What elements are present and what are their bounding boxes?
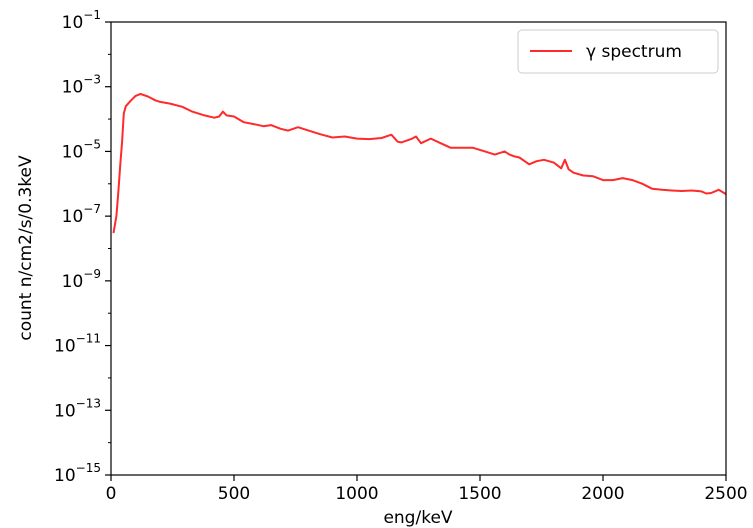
x-tick-label: 2500	[704, 484, 747, 504]
legend: γ spectrum	[517, 29, 719, 74]
y-tick-exponent: −3	[83, 73, 101, 87]
y-tick-base: 10	[62, 78, 84, 98]
y-tick-exponent: −15	[76, 461, 101, 475]
ticks-layer: 0 500 1000 1500 2000 250010−1510−1310−1110−91…	[54, 8, 748, 504]
x-tick-label: 1500	[458, 484, 501, 504]
y-tick-label: 10−1	[62, 8, 101, 33]
x-tick-label: 500	[218, 484, 250, 504]
x-tick-label: 2000	[581, 484, 624, 504]
legend-box	[517, 29, 719, 74]
y-tick-base: 10	[62, 13, 84, 33]
plot-area-frame	[110, 21, 727, 476]
y-tick-label: 10−7	[62, 202, 101, 227]
y-tick-label: 10−5	[62, 137, 101, 162]
y-tick-base: 10	[54, 401, 76, 421]
y-tick-label: 10−13	[54, 396, 101, 421]
y-tick-exponent: −7	[83, 202, 101, 216]
y-tick-exponent: −11	[76, 332, 101, 346]
y-tick-label: 10−3	[62, 73, 101, 98]
y-tick-exponent: −13	[76, 396, 101, 410]
y-tick-base: 10	[54, 466, 76, 486]
series-layer	[112, 92, 727, 234]
y-tick-base: 10	[62, 207, 84, 227]
y-tick-label: 10−9	[62, 267, 101, 292]
y-tick-exponent: −1	[83, 8, 101, 22]
x-tick-label: 0	[106, 484, 117, 504]
series-line-gamma-spectrum	[112, 92, 727, 234]
y-tick-base: 10	[54, 337, 76, 357]
legend-label: γ spectrum	[586, 42, 682, 62]
y-tick-base: 10	[62, 272, 84, 292]
y-tick-label: 10−15	[54, 461, 101, 486]
x-axis-label: eng/keV	[383, 508, 452, 528]
x-tick-label: 1000	[335, 484, 378, 504]
y-tick-base: 10	[62, 142, 84, 162]
y-tick-exponent: −5	[83, 137, 101, 151]
y-tick-exponent: −9	[83, 267, 101, 281]
y-axis-label: count n/cm2/s/0.3keV	[16, 155, 36, 341]
y-tick-label: 10−11	[54, 332, 101, 357]
